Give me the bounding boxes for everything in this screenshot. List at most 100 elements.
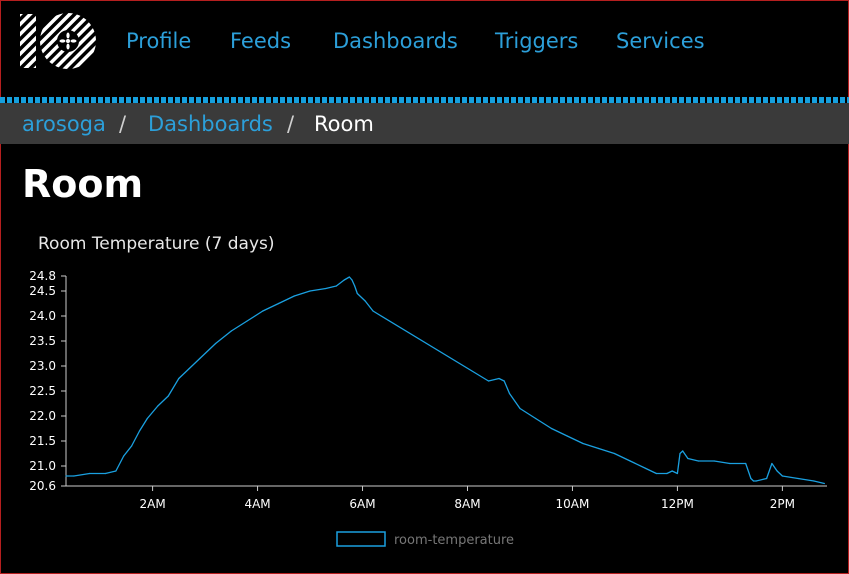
chart-widget-title: Room Temperature (7 days) — [38, 234, 275, 254]
data-point — [348, 276, 351, 278]
data-point — [813, 480, 815, 482]
data-point — [771, 462, 773, 465]
data-point — [138, 430, 141, 432]
data-point — [199, 357, 201, 360]
data-point — [752, 480, 755, 482]
x-tick-label: 2AM — [139, 497, 165, 511]
data-point — [364, 300, 366, 302]
data-point — [655, 472, 658, 475]
data-point — [246, 320, 248, 322]
data-point — [666, 472, 668, 475]
breadcrumb-dashboards-link[interactable]: Dashboards — [148, 112, 273, 136]
data-point — [797, 477, 799, 480]
y-tick-label: 21.5 — [29, 434, 56, 448]
data-point — [89, 472, 91, 475]
nav-dashboards-link[interactable]: Dashboards — [333, 29, 458, 53]
data-point — [550, 427, 553, 430]
data-point — [230, 330, 232, 332]
data-point — [372, 310, 374, 312]
data-point — [823, 482, 825, 485]
y-tick-label: 24.0 — [29, 309, 56, 323]
data-point — [354, 285, 356, 287]
data-point — [671, 470, 673, 472]
data-point — [613, 452, 616, 455]
data-point — [781, 475, 783, 477]
data-point — [687, 457, 689, 460]
data-point — [645, 467, 647, 470]
y-tick-label: 22.5 — [29, 384, 56, 398]
data-point — [356, 292, 358, 295]
breadcrumb-separator: / — [287, 112, 295, 136]
y-tick-label: 21.0 — [29, 459, 56, 473]
data-point — [519, 407, 521, 410]
x-tick-label: 10AM — [556, 497, 590, 511]
breadcrumb-user-link[interactable]: arosoga — [22, 112, 106, 136]
data-point — [503, 380, 505, 382]
y-tick-label: 23.0 — [29, 359, 56, 373]
page-title: Room — [22, 162, 144, 206]
data-point — [498, 377, 500, 380]
nav-profile-link[interactable]: Profile — [126, 29, 192, 53]
x-tick-label: 4AM — [244, 497, 270, 511]
logo-mark — [20, 13, 96, 69]
breadcrumb-separator: / — [119, 112, 127, 136]
data-point — [745, 462, 747, 465]
legend-swatch — [336, 531, 386, 547]
temperature-line-chart: 20.6 21.0 21.5 22.0 22.5 23.0 23.5 24.0 24.524.8… — [29, 269, 827, 548]
data-point — [776, 470, 778, 472]
data-point — [293, 295, 295, 297]
x-tick-label: 6AM — [349, 497, 375, 511]
data-point — [713, 460, 715, 462]
data-point — [582, 442, 584, 445]
data-point — [697, 460, 700, 462]
data-point — [351, 279, 353, 281]
breadcrumb-current: Room — [314, 112, 374, 136]
data-point — [335, 285, 337, 287]
data-point — [104, 472, 106, 475]
nav-services-link[interactable]: Services — [616, 29, 705, 53]
x-tick-label: 2PM — [770, 497, 795, 511]
nav-feeds-link[interactable]: Feeds — [230, 29, 292, 53]
nav-triggers-link[interactable]: Triggers — [495, 29, 579, 53]
data-point — [729, 462, 731, 465]
data-point — [178, 377, 180, 380]
data-point — [629, 460, 631, 462]
data-point — [325, 287, 327, 290]
series-line-room-temperature — [66, 276, 825, 485]
data-point — [277, 302, 280, 305]
data-point — [131, 445, 133, 447]
data-point — [115, 470, 117, 472]
data-point — [146, 417, 148, 420]
data-point — [65, 475, 67, 477]
data-point — [676, 472, 679, 475]
nav-divider-stripe — [0, 97, 849, 103]
x-tick-label: 12PM — [661, 497, 694, 511]
y-tick-label: 24.5 — [29, 284, 56, 298]
data-point — [598, 447, 600, 450]
data-point — [214, 342, 217, 345]
data-point — [123, 455, 125, 457]
data-point — [157, 405, 159, 407]
y-tick-label: 20.6 — [29, 479, 56, 493]
data-point — [343, 279, 345, 281]
adafruit-io-logo[interactable] — [20, 12, 98, 70]
data-point — [487, 380, 490, 382]
y-tick-label: 23.5 — [29, 334, 56, 348]
data-point — [73, 475, 75, 477]
y-tick-label: 22.0 — [29, 409, 56, 423]
data-point — [679, 452, 681, 455]
x-tick-label: 8AM — [454, 497, 480, 511]
data-point — [262, 310, 264, 312]
breadcrumb: arosoga / Dashboards / Room — [0, 103, 849, 144]
data-point — [682, 450, 684, 452]
legend-label: room-temperature — [394, 533, 514, 548]
data-point — [766, 477, 768, 480]
top-navigation: Profile Feeds Dashboards Triggers Servic… — [0, 0, 849, 96]
data-point — [508, 392, 511, 395]
data-point — [535, 417, 537, 420]
y-tick-label: 24.8 — [29, 269, 56, 283]
data-point — [755, 480, 757, 482]
data-point — [750, 477, 752, 480]
data-point — [167, 395, 169, 397]
data-point — [188, 367, 190, 370]
